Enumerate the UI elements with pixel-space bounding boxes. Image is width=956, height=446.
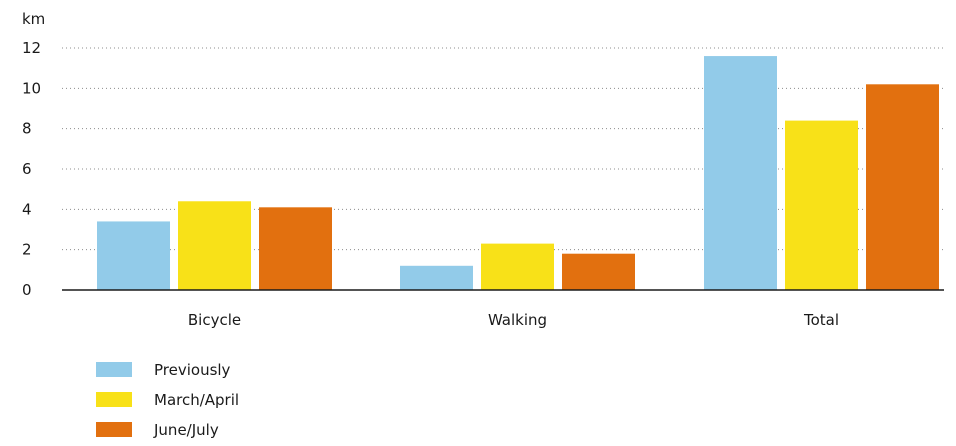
y-tick-label-4: 4: [22, 200, 32, 218]
legend: Previously March/April June/July: [96, 361, 239, 439]
y-tick-label-0: 0: [22, 281, 32, 299]
x-category-label-walking: Walking: [488, 311, 547, 329]
bar-total-june-july: [866, 84, 939, 290]
legend-swatch-previously: [96, 362, 132, 377]
bars: [97, 56, 939, 290]
y-axis-unit-label: km: [22, 10, 45, 28]
legend-swatch-june-july: [96, 422, 132, 437]
y-tick-label-6: 6: [22, 160, 32, 178]
legend-label-june-july: June/July: [153, 421, 219, 439]
bar-bicycle-june-july: [259, 207, 332, 290]
bar-total-march-april: [785, 120, 858, 290]
x-category-label-bicycle: Bicycle: [188, 311, 241, 329]
y-tick-label-12: 12: [22, 39, 41, 57]
y-tick-label-10: 10: [22, 79, 41, 97]
bar-bicycle-previously: [97, 221, 170, 290]
bar-walking-previously: [400, 265, 473, 290]
bar-walking-june-july: [562, 253, 635, 290]
y-axis-ticks: 0 2 4 6 8 10 12: [22, 39, 41, 299]
legend-label-previously: Previously: [154, 361, 231, 379]
bar-walking-march-april: [481, 243, 554, 290]
y-tick-label-8: 8: [22, 120, 32, 138]
x-axis-category-labels: Bicycle Walking Total: [188, 311, 839, 329]
legend-label-march-april: March/April: [154, 391, 239, 409]
y-tick-label-2: 2: [22, 241, 32, 259]
x-category-label-total: Total: [803, 311, 839, 329]
bar-total-previously: [704, 56, 777, 290]
legend-swatch-march-april: [96, 392, 132, 407]
bar-bicycle-march-april: [178, 201, 251, 290]
